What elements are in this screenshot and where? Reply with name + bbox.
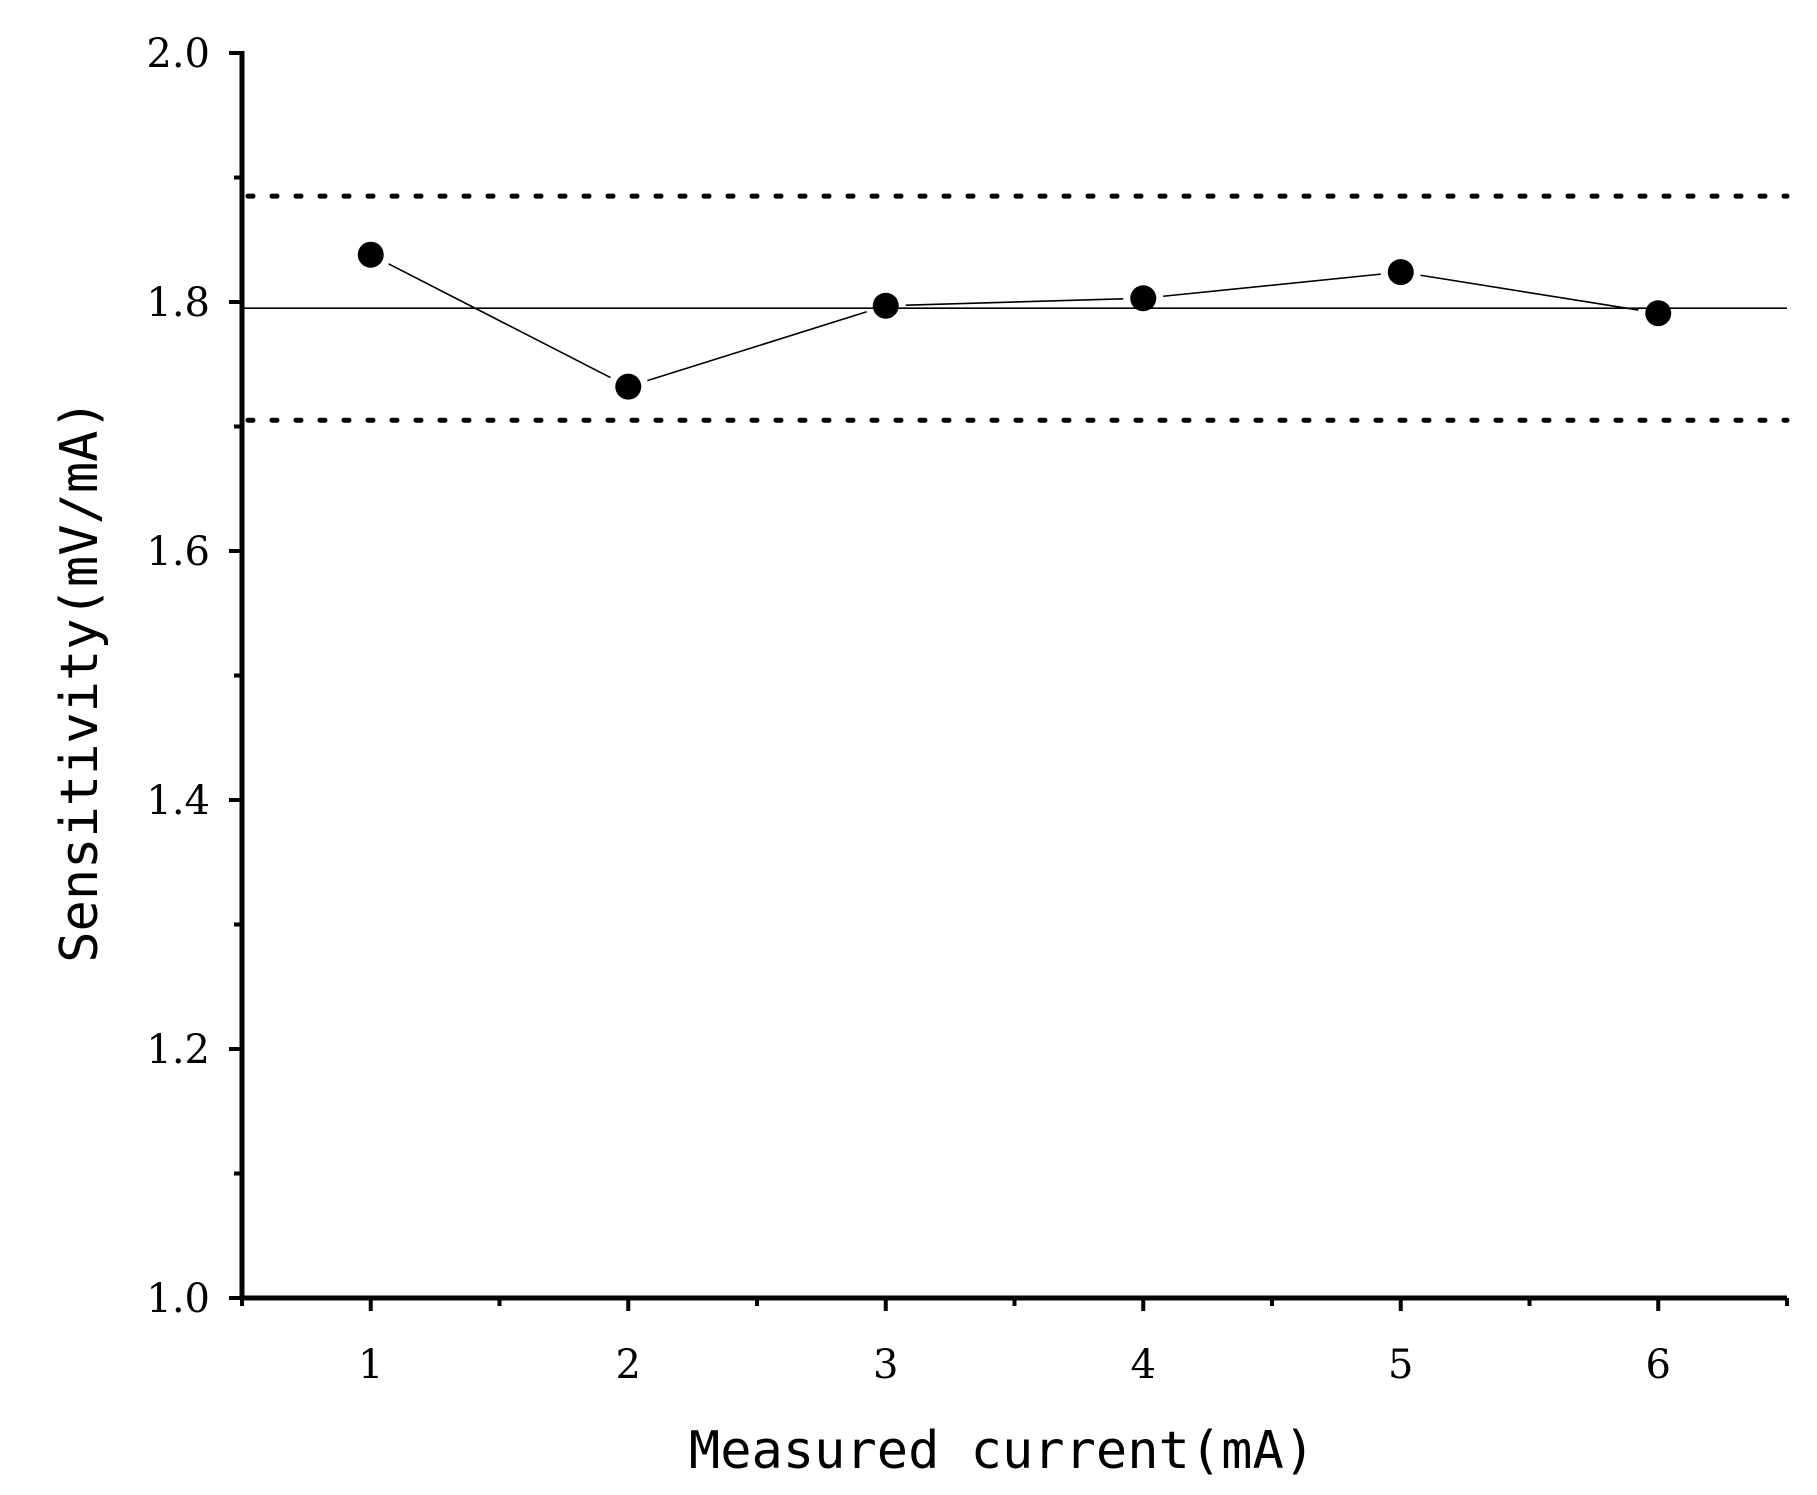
data-point [1387, 259, 1414, 286]
series-segment [1420, 274, 1639, 311]
reference-lines [242, 193, 1790, 423]
y-tick-label: 2.0 [146, 31, 210, 77]
axes [229, 51, 1789, 1311]
x-tick-label: 2 [616, 1342, 641, 1388]
y-tick-label: 1.4 [146, 778, 210, 824]
data-point [615, 373, 642, 400]
y-tick-label: 1.0 [146, 1276, 210, 1322]
series-segment [388, 263, 611, 379]
data-point [1130, 285, 1157, 312]
x-tick-label: 3 [873, 1342, 898, 1388]
y-tick-label: 1.6 [146, 529, 210, 575]
tick-labels: 1.0 1.2 1.4 1.6 1.8 2.0 1 2 3 4 5 6 [146, 31, 1671, 1388]
x-tick-label: 4 [1131, 1342, 1156, 1388]
data-point [1645, 300, 1672, 327]
series-layer [357, 241, 1672, 400]
y-tick-label: 1.2 [146, 1027, 210, 1073]
x-tick-label: 1 [358, 1342, 383, 1388]
y-axis-title: Sensitivity(mV/mA) [50, 399, 110, 963]
data-point [872, 292, 899, 319]
x-tick-label: 6 [1646, 1342, 1671, 1388]
x-axis-title: Measured current(mA) [689, 1421, 1315, 1481]
series-segment [647, 310, 867, 382]
data-point [357, 241, 384, 268]
y-tick-label: 1.8 [146, 280, 210, 326]
series-segment [905, 298, 1124, 306]
x-tick-label: 5 [1388, 1342, 1413, 1388]
series-segment [1163, 273, 1381, 298]
